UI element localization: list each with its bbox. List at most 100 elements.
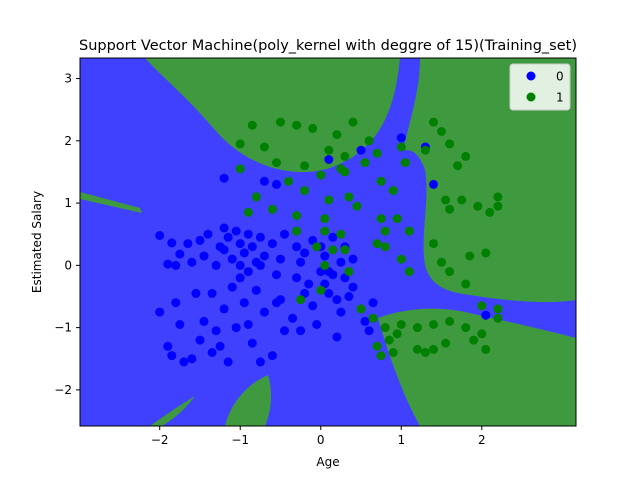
point-class-0-38: [235, 260, 245, 270]
point-class-1-11: [267, 204, 277, 214]
point-class-0-99: [332, 332, 342, 342]
point-class-1-38: [445, 204, 455, 214]
point-class-0-71: [292, 273, 302, 283]
point-class-1-16: [344, 192, 354, 202]
point-class-0-47: [187, 354, 197, 364]
class-1-region-bottom-left: [150, 396, 195, 426]
point-class-1-28: [380, 242, 390, 252]
legend-marker-0: [526, 71, 536, 81]
point-class-0-90: [219, 173, 229, 183]
point-class-1-52: [493, 313, 503, 323]
point-class-0-49: [195, 335, 205, 345]
point-class-0-45: [175, 320, 185, 329]
point-class-1-87: [336, 164, 346, 174]
class-1-region-top: [145, 58, 400, 173]
point-class-1-12: [284, 176, 293, 186]
y-tick-label: −2: [54, 383, 72, 397]
point-class-0-12: [219, 223, 229, 233]
point-class-0-79: [328, 270, 338, 280]
point-class-1-2: [259, 142, 269, 152]
class-1-region-left-sliver: [80, 192, 142, 213]
point-class-1-65: [392, 329, 402, 339]
point-class-0-59: [235, 273, 245, 283]
x-tick-label: −1: [231, 433, 249, 447]
point-class-1-49: [461, 279, 471, 289]
point-class-1-19: [376, 176, 386, 186]
point-class-0-6: [163, 259, 173, 269]
point-class-1-62: [441, 338, 451, 348]
point-class-0-86: [364, 326, 374, 336]
point-class-1-90: [243, 207, 253, 217]
point-class-1-7: [348, 117, 358, 127]
point-class-0-2: [175, 249, 185, 259]
legend-label-0: 0: [556, 70, 564, 84]
class-1-region-bottom-center: [225, 375, 272, 426]
point-class-0-60: [239, 298, 249, 308]
point-class-0-85: [360, 316, 370, 326]
point-class-0-92: [356, 145, 366, 155]
point-class-1-42: [493, 192, 503, 202]
point-class-0-84: [348, 282, 358, 292]
y-axis: −2 −1 0 1 2 3: [54, 72, 80, 397]
point-class-0-18: [243, 229, 253, 239]
point-class-0-17: [239, 248, 249, 258]
point-class-0-52: [207, 348, 217, 357]
point-class-0-21: [255, 232, 265, 242]
point-class-0-33: [328, 232, 338, 242]
point-class-1-45: [437, 257, 446, 267]
point-class-1-88: [320, 226, 330, 236]
point-class-1-82: [316, 285, 326, 295]
point-class-0-23: [267, 239, 277, 249]
plot-frame: [79, 57, 577, 427]
point-class-0-67: [272, 270, 281, 280]
point-class-1-58: [477, 329, 487, 339]
point-class-0-97: [312, 320, 322, 329]
point-class-0-31: [320, 251, 330, 261]
point-class-0-48: [191, 288, 201, 298]
point-class-0-26: [292, 242, 302, 252]
point-class-1-50: [477, 301, 487, 311]
point-class-1-37: [441, 195, 451, 205]
point-class-1-3: [276, 117, 285, 127]
point-class-1-46: [445, 267, 455, 277]
point-class-0-88: [272, 179, 281, 189]
point-class-1-55: [429, 320, 438, 329]
point-class-0-81: [336, 307, 346, 317]
point-class-1-68: [376, 351, 386, 361]
point-class-0-83: [344, 292, 354, 301]
point-class-1-81: [344, 267, 354, 277]
point-class-1-70: [380, 323, 390, 333]
point-class-0-36: [348, 254, 358, 264]
point-class-1-67: [372, 341, 382, 351]
point-class-0-42: [163, 341, 173, 351]
point-class-1-59: [412, 344, 422, 354]
point-class-1-56: [445, 316, 455, 326]
point-class-0-40: [255, 260, 265, 270]
point-class-1-22: [400, 158, 410, 168]
point-class-0-8: [199, 251, 209, 261]
point-class-0-66: [267, 351, 277, 361]
point-class-0-1: [167, 238, 177, 248]
point-class-1-39: [457, 195, 467, 205]
point-class-0-16: [235, 239, 245, 249]
point-class-1-51: [493, 304, 503, 314]
point-class-0-4: [187, 257, 197, 267]
point-class-1-1: [247, 120, 257, 130]
point-class-1-23: [376, 214, 386, 224]
point-class-0-22: [259, 251, 269, 261]
point-class-1-48: [481, 248, 491, 258]
point-class-1-14: [316, 170, 326, 180]
point-class-0-3: [183, 239, 193, 249]
point-class-0-46: [179, 357, 189, 367]
point-class-1-71: [368, 313, 378, 323]
point-class-1-85: [272, 158, 281, 168]
point-class-1-44: [429, 239, 438, 249]
point-class-0-58: [231, 323, 241, 333]
point-class-0-72: [296, 326, 306, 336]
point-class-0-24: [276, 254, 285, 264]
point-class-1-77: [312, 242, 322, 252]
point-class-0-55: [219, 304, 229, 314]
point-class-0-43: [167, 351, 177, 361]
point-class-1-34: [445, 139, 455, 149]
